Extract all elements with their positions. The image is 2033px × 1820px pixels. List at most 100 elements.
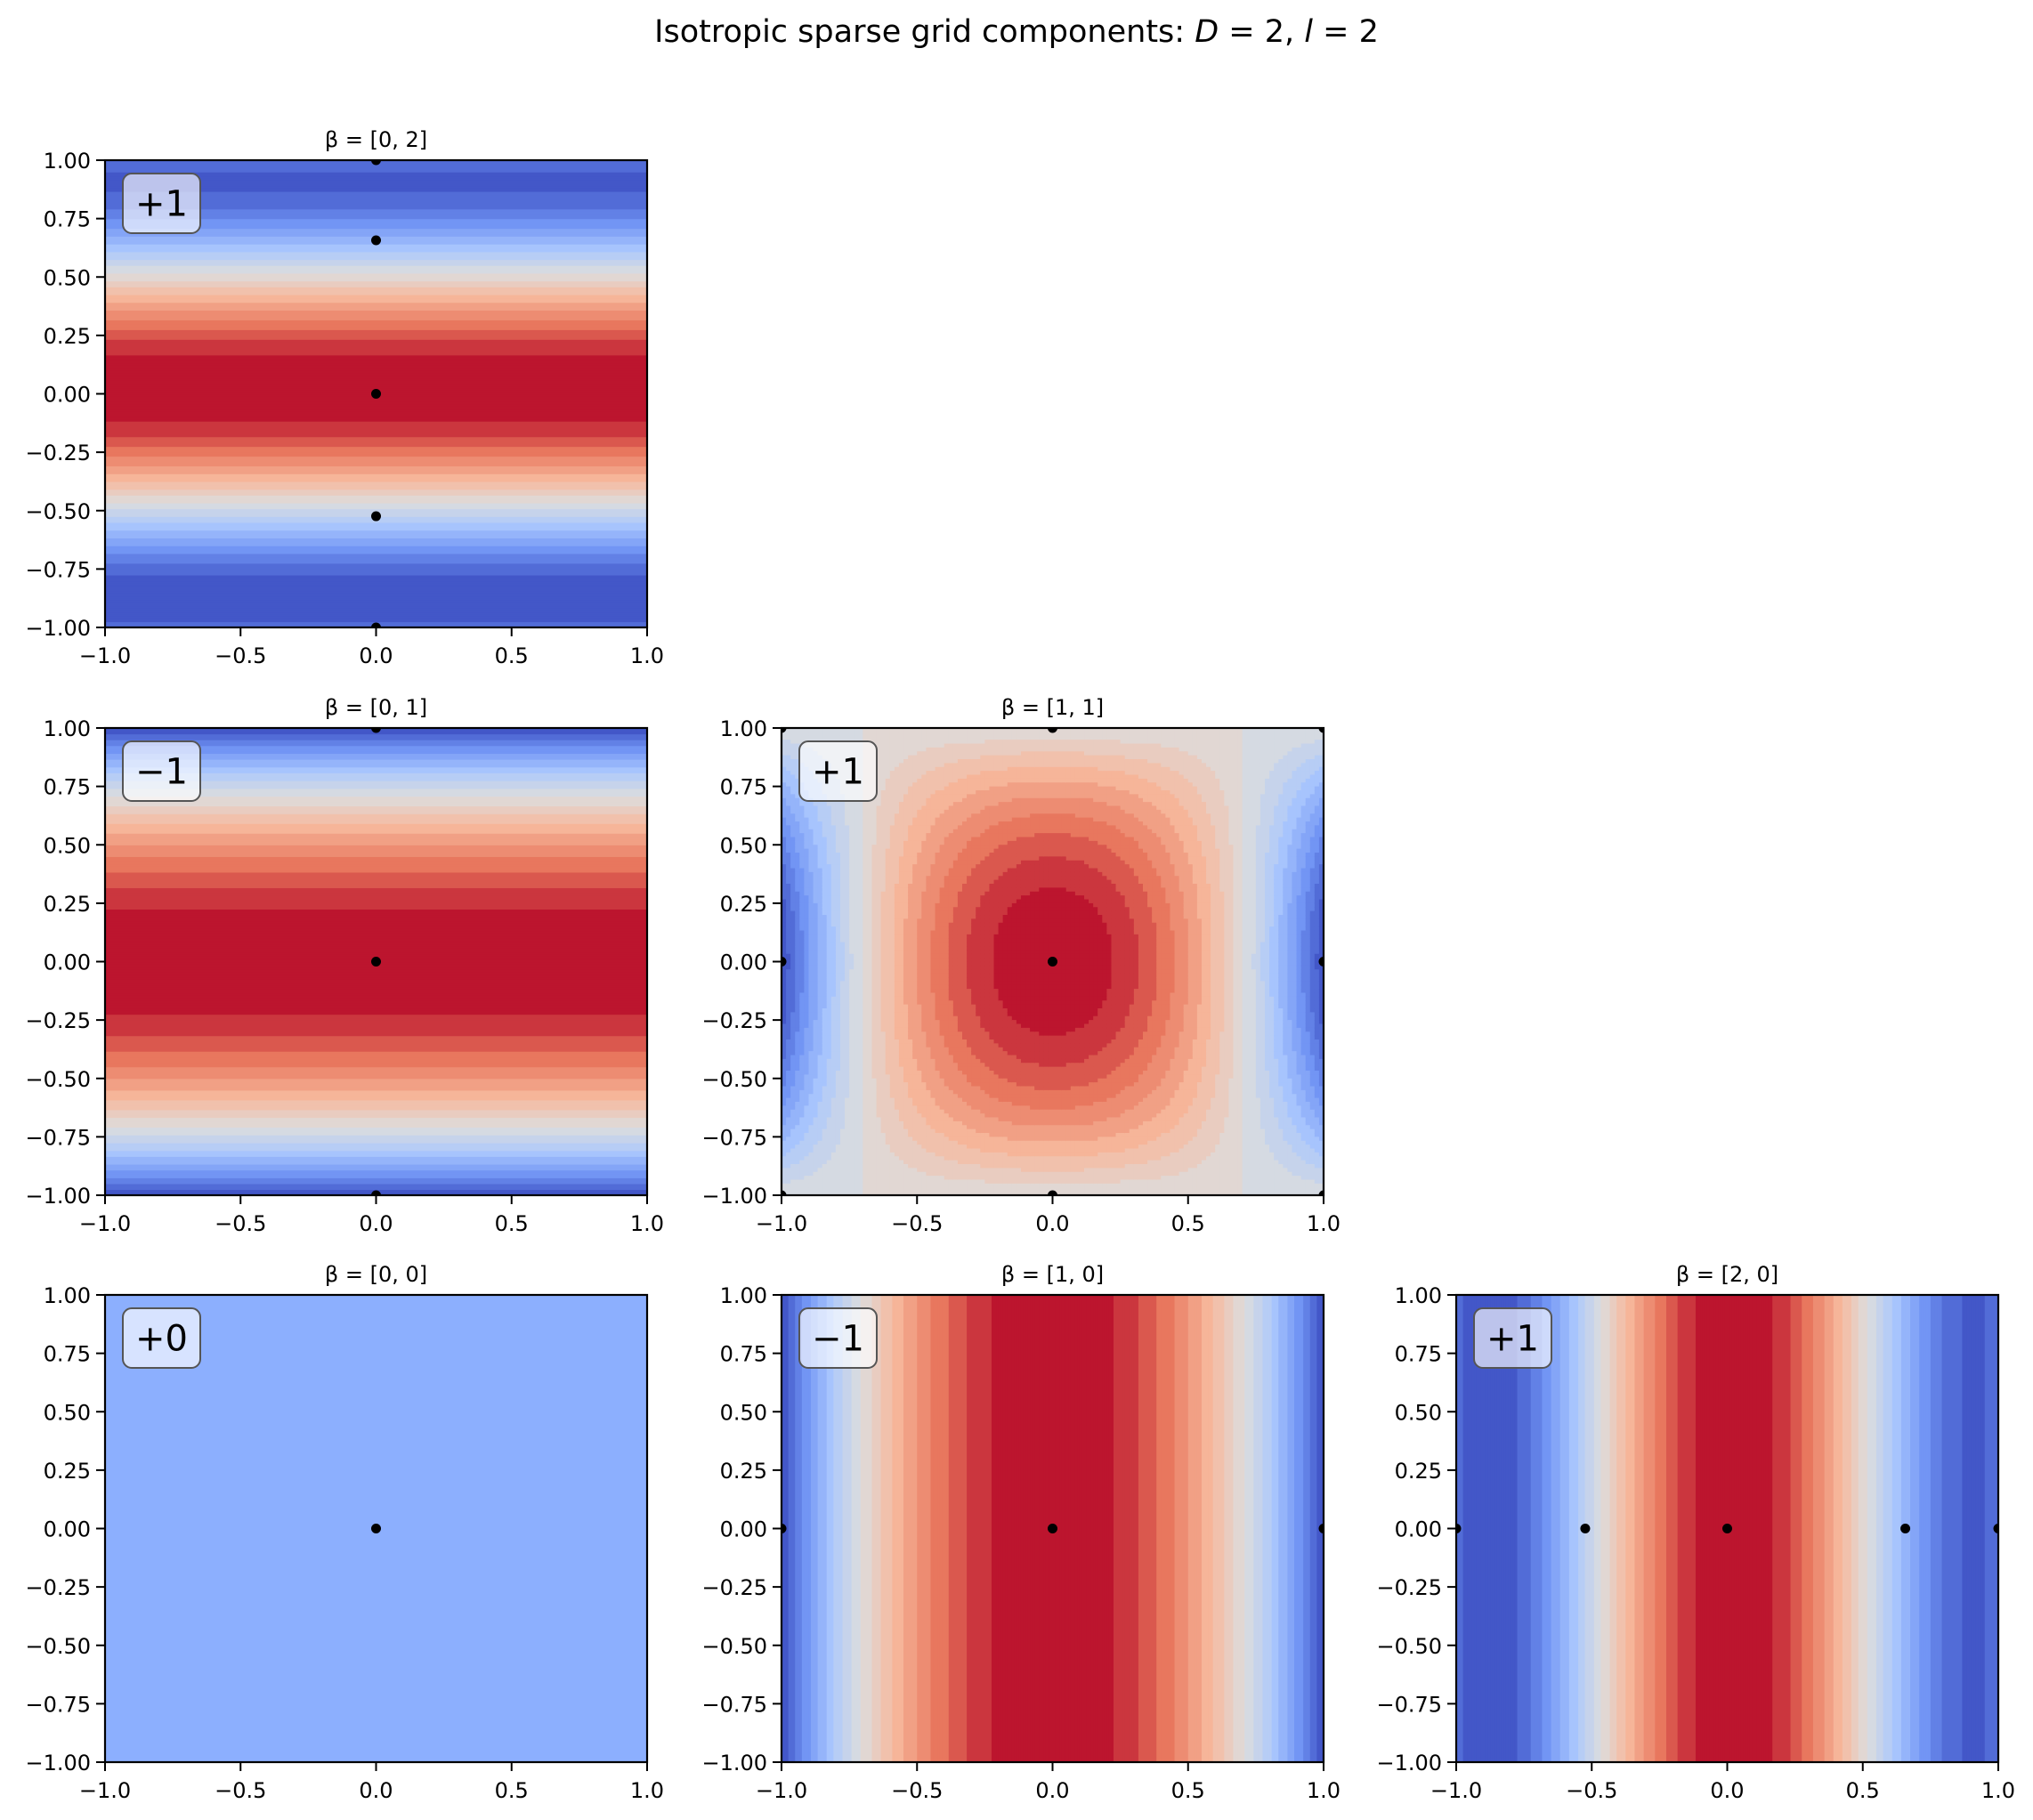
contour-cell: [808, 1027, 814, 1032]
contour-cell: [926, 837, 932, 842]
contour-cell: [930, 981, 936, 986]
contour-band: [105, 1012, 647, 1015]
contour-band: [105, 341, 647, 344]
contour-cell: [817, 965, 823, 970]
contour-cell: [845, 1094, 850, 1099]
contour-cell: [863, 1043, 869, 1048]
contour-cell: [935, 1055, 941, 1060]
contour-cell: [935, 902, 941, 908]
contour-cell: [799, 876, 805, 881]
contour-cell: [786, 996, 791, 1001]
contour-cell: [858, 879, 863, 885]
contour-cell: [930, 848, 936, 853]
contour-cell: [849, 860, 855, 865]
contour-band: [105, 1068, 647, 1072]
contour-cell: [917, 1164, 922, 1169]
contour-band: [105, 368, 647, 371]
contour-cell: [912, 1063, 918, 1068]
contour-cell: [835, 1102, 841, 1106]
contour-cell: [912, 1055, 918, 1060]
contour-cell: [912, 973, 918, 978]
contour-cell: [782, 1113, 787, 1119]
contour-cell: [782, 868, 787, 873]
contour-cell: [903, 840, 909, 845]
contour-cell: [782, 915, 787, 919]
contour-cell: [795, 1179, 800, 1185]
contour-cell: [908, 1140, 913, 1145]
contour-cell: [854, 1140, 859, 1145]
contour-cell: [894, 969, 900, 975]
contour-cell: [839, 821, 846, 826]
contour-cell: [782, 1140, 787, 1145]
contour-cell: [894, 1164, 900, 1169]
contour-cell: [898, 740, 904, 745]
contour-cell: [944, 1047, 950, 1052]
contour-cell: [858, 1145, 863, 1150]
contour-cell: [808, 973, 814, 978]
contour-cell: [839, 813, 846, 819]
contour-cell: [889, 766, 895, 772]
contour-cell: [876, 958, 882, 963]
contour-cell: [830, 973, 837, 978]
contour-band: [105, 174, 647, 177]
contour-cell: [854, 1066, 859, 1072]
contour-cell: [889, 848, 895, 853]
contour-cell: [799, 1086, 805, 1091]
contour-cell: [813, 989, 819, 994]
contour-cell: [867, 1179, 873, 1185]
contour-cell: [790, 871, 796, 877]
contour-cell: [813, 1031, 819, 1037]
contour-cell: [921, 1097, 927, 1103]
contour-cell: [885, 747, 891, 752]
contour-band: [105, 772, 647, 776]
contour-cell: [813, 853, 819, 857]
contour-cell: [782, 732, 787, 737]
contour-cell: [903, 961, 909, 967]
contour-cell: [871, 1043, 878, 1048]
contour-cell: [799, 902, 805, 908]
contour-cell: [926, 953, 932, 959]
contour-cell: [876, 833, 882, 838]
contour-cell: [880, 926, 887, 932]
contour-band: [105, 467, 647, 471]
contour-cell: [858, 1164, 863, 1169]
contour-cell: [926, 1078, 932, 1083]
contour-cell: [863, 1179, 869, 1185]
contour-band: [105, 473, 647, 476]
contour-cell: [817, 1148, 823, 1153]
contour-cell: [917, 1035, 922, 1040]
contour-cell: [917, 1071, 922, 1075]
contour-cell: [817, 1047, 823, 1052]
contour-band: [105, 1140, 647, 1144]
contour-cell: [908, 1023, 913, 1029]
contour-cell: [790, 1102, 796, 1106]
contour-cell: [822, 879, 828, 885]
contour-band: [105, 254, 647, 256]
contour-cell: [921, 1187, 927, 1193]
contour-band: [105, 843, 647, 845]
contour-cell: [912, 763, 918, 768]
contour-cell: [858, 1097, 863, 1103]
contour-cell: [921, 1051, 927, 1056]
contour-band: [105, 1119, 647, 1122]
contour-cell: [826, 840, 832, 845]
contour-cell: [876, 1102, 882, 1106]
contour-cell: [944, 1105, 950, 1111]
contour-cell: [912, 1183, 918, 1188]
contour-cell: [854, 984, 859, 990]
contour-cell: [835, 1023, 841, 1029]
contour-cell: [826, 918, 832, 924]
contour-cell: [799, 1023, 805, 1029]
contour-band: [105, 380, 647, 383]
contour-cell: [898, 950, 904, 955]
contour-cell: [876, 1097, 882, 1103]
contour-cell: [845, 984, 850, 990]
contour-cell: [782, 786, 787, 791]
contour-cell: [804, 1078, 810, 1083]
contour-cell: [782, 1071, 787, 1075]
contour-cell: [839, 996, 846, 1001]
contour-cell: [839, 953, 846, 959]
contour-cell: [885, 1027, 891, 1032]
contour-cell: [826, 1109, 832, 1114]
contour-cell: [885, 853, 891, 857]
